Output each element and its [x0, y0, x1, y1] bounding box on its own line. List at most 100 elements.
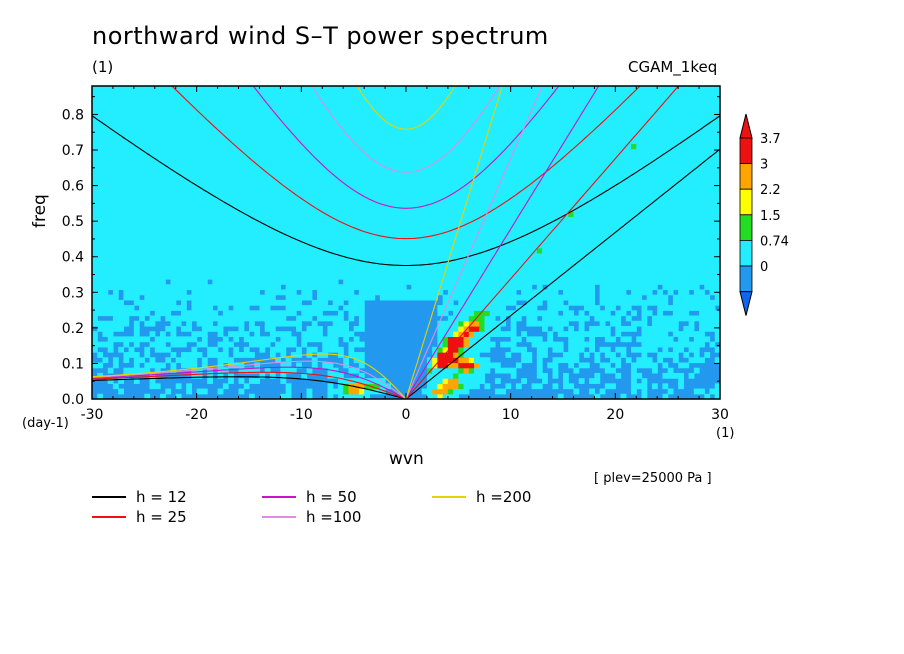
field-cell: [364, 211, 370, 218]
field-cell: [542, 226, 548, 233]
field-cell: [269, 352, 276, 358]
field-cell: [290, 138, 297, 144]
field-cell: [311, 164, 318, 171]
field-cell: [144, 86, 151, 92]
field-cell: [269, 190, 276, 197]
field-cell: [369, 159, 376, 165]
field-cell: [568, 153, 575, 160]
field-cell: [154, 310, 161, 317]
field-cell: [222, 252, 229, 259]
field-cell: [139, 143, 145, 150]
field-cell: [306, 117, 313, 124]
field-cell: [332, 86, 339, 92]
field-cell: [479, 112, 486, 118]
field-cell: [442, 216, 449, 223]
field-cell: [123, 263, 130, 270]
field-cell: [531, 132, 538, 139]
field-cell: [233, 299, 240, 306]
field-cell: [521, 195, 527, 202]
field-cell: [563, 221, 569, 228]
field-cell: [547, 169, 554, 176]
field-cell: [296, 174, 302, 181]
field-cell: [112, 273, 119, 280]
field-cell: [510, 315, 517, 322]
field-cell: [97, 232, 104, 238]
field-cell: [296, 169, 302, 176]
field-cell: [432, 284, 438, 291]
field-cell: [385, 101, 391, 108]
field-cell: [285, 179, 292, 186]
field-cell: [369, 200, 376, 207]
field-cell: [500, 341, 507, 348]
field-cell: [385, 169, 391, 176]
field-cell: [311, 362, 318, 369]
field-cell: [390, 159, 397, 165]
field-cell: [589, 388, 595, 395]
field-cell: [479, 258, 486, 264]
field-cell: [568, 299, 575, 306]
field-cell: [489, 117, 496, 124]
field-cell: [358, 132, 365, 139]
field-cell: [337, 138, 344, 144]
field-cell: [604, 91, 611, 98]
field-cell: [97, 195, 104, 202]
field-cell: [259, 310, 266, 317]
field-cell: [453, 237, 459, 244]
field-cell: [474, 305, 480, 311]
field-cell: [249, 112, 255, 118]
field-cell: [139, 164, 145, 171]
field-cell: [353, 86, 360, 92]
field-cell: [542, 279, 548, 285]
field-cell: [238, 320, 245, 327]
field-cell: [238, 263, 245, 270]
field-cell: [249, 179, 255, 186]
field-cell: [327, 273, 334, 280]
field-cell: [474, 86, 480, 92]
field-cell: [196, 143, 203, 150]
field-cell: [385, 258, 391, 264]
field-cell: [327, 388, 334, 395]
field-cell: [97, 169, 104, 176]
field-cell: [426, 112, 433, 118]
field-cell: [599, 195, 606, 202]
field-cell: [160, 279, 166, 285]
field-cell: [474, 294, 480, 301]
field-cell: [264, 185, 271, 191]
field-cell: [160, 258, 166, 264]
field-cell: [207, 315, 213, 322]
field-cell: [515, 164, 522, 171]
field-cell: [390, 247, 397, 254]
field-cell: [437, 190, 444, 197]
field-cell: [463, 132, 470, 139]
field-cell: [343, 263, 350, 270]
field-cell: [118, 153, 124, 160]
field-cell: [186, 279, 193, 285]
field-cell: [353, 393, 360, 399]
field-cell: [526, 247, 533, 254]
field-cell: [238, 247, 245, 254]
field-cell: [97, 127, 104, 134]
field-cell: [144, 320, 151, 327]
field-cell: [285, 195, 292, 202]
field-cell: [201, 226, 208, 233]
field-cell: [285, 273, 292, 280]
field-cell: [510, 122, 517, 129]
field-cell: [327, 258, 334, 264]
field-cell: [212, 310, 219, 317]
field-cell: [170, 153, 177, 160]
field-cell: [186, 252, 193, 259]
field-cell: [364, 138, 370, 144]
field-cell: [222, 305, 229, 311]
field-cell: [207, 169, 213, 176]
field-cell: [494, 232, 501, 238]
field-cell: [139, 96, 145, 103]
field-cell: [531, 305, 538, 311]
field-cell: [175, 132, 182, 139]
field-cell: [474, 320, 480, 327]
field-cell: [301, 216, 308, 223]
field-cell: [536, 310, 543, 317]
field-cell: [322, 143, 329, 150]
field-cell: [536, 185, 543, 191]
field-cell: [552, 320, 559, 327]
field-cell: [453, 393, 459, 399]
